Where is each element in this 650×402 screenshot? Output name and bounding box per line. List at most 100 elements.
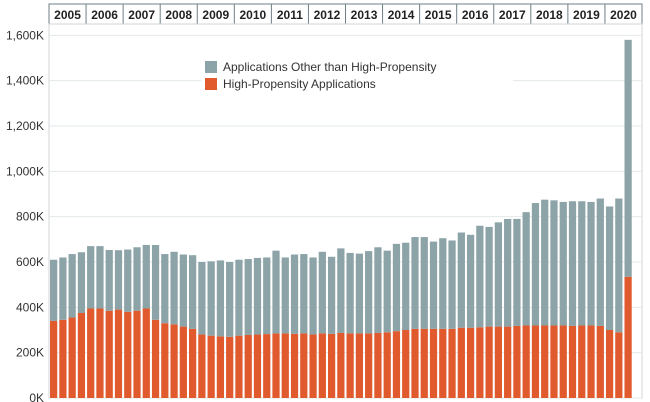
bar-high-propensity [96, 308, 104, 398]
year-label: 2016 [462, 8, 489, 22]
bar-other-applications [68, 254, 76, 318]
year-label: 2014 [388, 8, 415, 22]
y-axis: 0K 200K 400K 600K 800K 1,000K 1,200K 1,400K 1,60… [6, 28, 44, 402]
bar-high-propensity [578, 325, 586, 398]
bar-high-propensity [327, 333, 336, 398]
bar-high-propensity [457, 327, 465, 398]
year-label: 2012 [314, 8, 341, 22]
bar-high-propensity [411, 328, 419, 398]
bar-high-propensity [624, 276, 632, 398]
bar-other-applications [114, 250, 123, 310]
y-tick-label: 600K [16, 255, 44, 269]
legend-background [201, 56, 513, 94]
legend-label: High-Propensity Applications [223, 77, 376, 91]
legend: Applications Other than High-Propensity H… [201, 56, 513, 94]
bar-high-propensity [448, 328, 456, 398]
year-label: 2011 [277, 8, 303, 22]
bar-high-propensity [476, 327, 484, 398]
bar-high-propensity [300, 333, 308, 398]
year-header-band: 2005 2006 2007 2008 2009 2010 2011 2012 2013 2014… [48, 3, 643, 25]
bar-high-propensity [504, 326, 512, 398]
bar-other-applications [309, 257, 317, 335]
bar-high-propensity [142, 308, 150, 398]
bar-high-propensity [50, 320, 58, 398]
bar-high-propensity [207, 335, 215, 398]
bar-other-applications [281, 257, 289, 334]
bar-other-applications [327, 256, 336, 334]
bar-other-applications [300, 254, 308, 334]
bar-other-applications [448, 240, 456, 329]
bar-other-applications [272, 250, 280, 334]
bar-high-propensity [383, 332, 391, 398]
bars [50, 39, 632, 398]
year-label: 2006 [91, 8, 118, 22]
bar-other-applications [578, 201, 586, 326]
year-label: 2018 [536, 8, 563, 22]
y-tick-label: 0K [29, 391, 44, 402]
year-label: 2005 [54, 8, 81, 22]
bar-other-applications [587, 201, 595, 326]
bar-other-applications [513, 218, 521, 326]
y-tick-label: 1,600K [6, 28, 44, 42]
year-label: 2010 [239, 8, 266, 22]
bar-high-propensity [68, 317, 76, 398]
bar-other-applications [383, 250, 391, 333]
bar-high-propensity [337, 332, 345, 398]
bar-other-applications [420, 237, 428, 329]
bar-other-applications [504, 218, 512, 327]
legend-swatch [205, 78, 217, 90]
y-tick-label: 800K [16, 210, 44, 224]
bar-other-applications [457, 232, 465, 328]
bar-high-propensity [355, 333, 364, 398]
bar-other-applications [87, 246, 95, 309]
bar-other-applications [531, 203, 540, 326]
bar-high-propensity [87, 308, 95, 398]
bar-high-propensity [235, 335, 243, 398]
bar-high-propensity [189, 328, 197, 398]
bar-other-applications [50, 259, 58, 321]
bar-other-applications [411, 237, 419, 329]
bar-other-applications [105, 249, 113, 311]
bar-high-propensity [615, 332, 623, 398]
bar-high-propensity [402, 330, 410, 398]
bar-other-applications [318, 251, 326, 334]
bar-other-applications [374, 247, 382, 333]
bar-high-propensity [374, 332, 382, 398]
bar-other-applications [476, 225, 484, 328]
bar-other-applications [485, 226, 493, 327]
bar-high-propensity [244, 334, 252, 398]
bar-other-applications [133, 247, 141, 311]
bar-other-applications [355, 253, 364, 334]
bar-high-propensity [485, 326, 493, 398]
bar-other-applications [142, 245, 150, 309]
bar-other-applications [226, 262, 234, 337]
bar-high-propensity [216, 336, 225, 398]
bar-high-propensity [531, 325, 540, 398]
bar-other-applications [263, 257, 271, 335]
bar-other-applications [466, 234, 475, 328]
bar-other-applications [402, 242, 410, 330]
bar-high-propensity [346, 333, 354, 398]
bar-high-propensity [596, 325, 604, 398]
bar-other-applications [161, 254, 169, 324]
bar-high-propensity [522, 325, 530, 398]
bar-high-propensity [179, 326, 187, 398]
bar-other-applications [392, 243, 401, 332]
year-label: 2007 [128, 8, 155, 22]
bar-other-applications [290, 254, 299, 334]
bar-other-applications [615, 198, 623, 333]
bar-high-propensity [439, 328, 447, 398]
bar-high-propensity [226, 336, 234, 398]
bar-high-propensity [114, 309, 123, 398]
bar-other-applications [346, 252, 354, 334]
bar-high-propensity [605, 330, 614, 398]
bar-high-propensity [272, 333, 280, 398]
bar-high-propensity [59, 319, 67, 398]
year-label: 2013 [351, 8, 378, 22]
bar-high-propensity [77, 313, 86, 398]
bar-high-propensity [513, 325, 521, 398]
bar-other-applications [207, 261, 215, 336]
bar-high-propensity [281, 333, 289, 398]
bar-other-applications [439, 238, 447, 329]
bar-high-propensity [253, 334, 262, 398]
